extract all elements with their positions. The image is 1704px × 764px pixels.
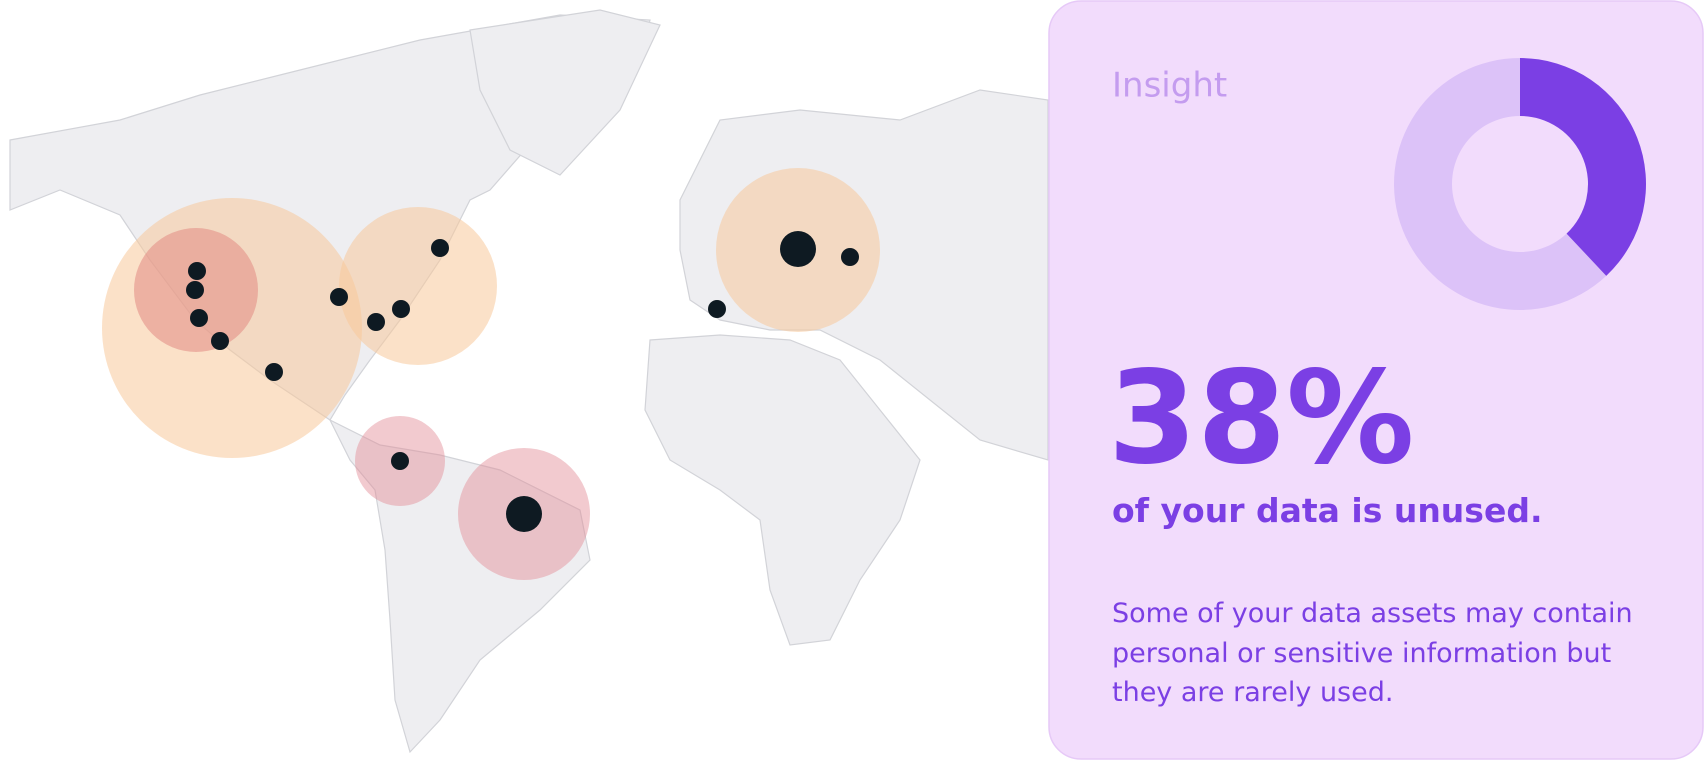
insight-card: Insight 38% of your data is unused. Some… [1048, 0, 1704, 760]
world-map [9, 9, 1049, 754]
donut-segment [1520, 58, 1647, 276]
description-line: they are rarely used. [1112, 677, 1393, 708]
description-line: personal or sensitive information but [1112, 638, 1611, 669]
card-heading: Insight [1112, 66, 1227, 106]
stat-subtitle: of your data is unused. [1112, 491, 1542, 530]
description-line: Some of your data assets may contain [1112, 598, 1633, 629]
stat-value: 38% [1108, 344, 1414, 493]
donut-remainder [1394, 58, 1607, 311]
donut [1394, 58, 1647, 311]
card-background [1048, 0, 1704, 760]
